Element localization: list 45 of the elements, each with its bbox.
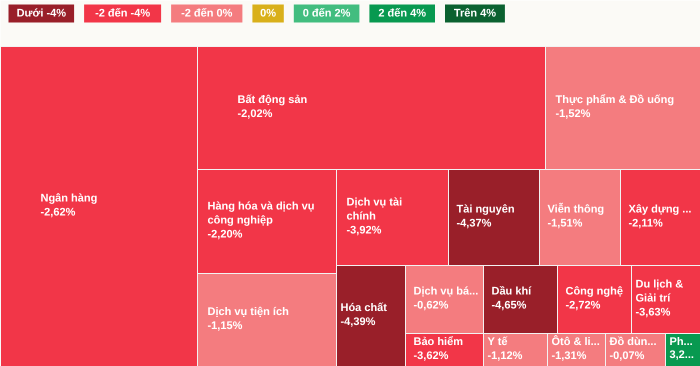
data-label: 3,2... — [670, 349, 694, 361]
data-label: -2,11% — [628, 218, 663, 230]
category-label: Dịch vụ tiện ích — [208, 306, 290, 318]
category-label: Hàng hóa và dịch vụ công nghiệp — [208, 200, 314, 226]
data-label: -0,62% — [414, 300, 449, 312]
data-label: -1,52% — [556, 108, 591, 120]
category-label: Hóa chất — [340, 302, 388, 314]
data-label: -2,62% — [40, 206, 76, 218]
category-label: Tài nguyên — [456, 204, 515, 216]
category-label: Ôtô & li... — [552, 335, 600, 348]
data-label: -4,37% — [456, 218, 492, 230]
category-label: Công nghệ — [566, 286, 623, 298]
category-label: Dịch vụ tài chính — [346, 196, 402, 222]
category-label: Dầu khí — [492, 286, 532, 298]
category-label: Trên 4% — [454, 8, 496, 20]
category-label: Dịch vụ bá... — [414, 286, 478, 298]
data-label: -1,15% — [208, 320, 243, 332]
data-label: -3,92% — [346, 224, 382, 236]
category-label: Đồ dùn... — [610, 336, 657, 348]
category-label: Ngân hàng — [40, 192, 98, 204]
data-label: -2,02% — [238, 108, 273, 120]
category-label: Ph... — [670, 336, 693, 348]
data-label: -0,07% — [610, 350, 645, 362]
category-label: 0% — [260, 8, 276, 20]
category-label: Du lịch & Giải trí — [636, 278, 684, 304]
category-label: -2 đến -4% — [95, 8, 150, 20]
data-label: -1,51% — [548, 218, 583, 230]
data-label: -1,12% — [488, 350, 523, 362]
category-label: Dưới -4% — [16, 8, 66, 20]
data-label: -2,72% — [566, 300, 601, 312]
data-label: -4,65% — [492, 300, 527, 312]
category-label: -2 đến 0% — [181, 8, 233, 20]
category-label: Thực phẩm & Đồ uống — [556, 94, 674, 106]
category-label: Xây dựng ... — [628, 204, 692, 216]
data-label: -3,62% — [414, 350, 449, 362]
category-label: 0 đến 2% — [302, 8, 351, 20]
data-label: -3,63% — [636, 306, 671, 318]
data-label: -1,31% — [552, 350, 587, 362]
category-label: Viễn thông — [548, 202, 604, 216]
category-label: Bất động sản — [238, 94, 308, 106]
data-label: -2,20% — [208, 228, 243, 240]
data-label: -4,39% — [340, 316, 376, 328]
category-label: Y tế — [488, 336, 508, 348]
category-label: 2 đến 4% — [378, 8, 426, 20]
category-label: Bảo hiểm — [414, 336, 464, 348]
